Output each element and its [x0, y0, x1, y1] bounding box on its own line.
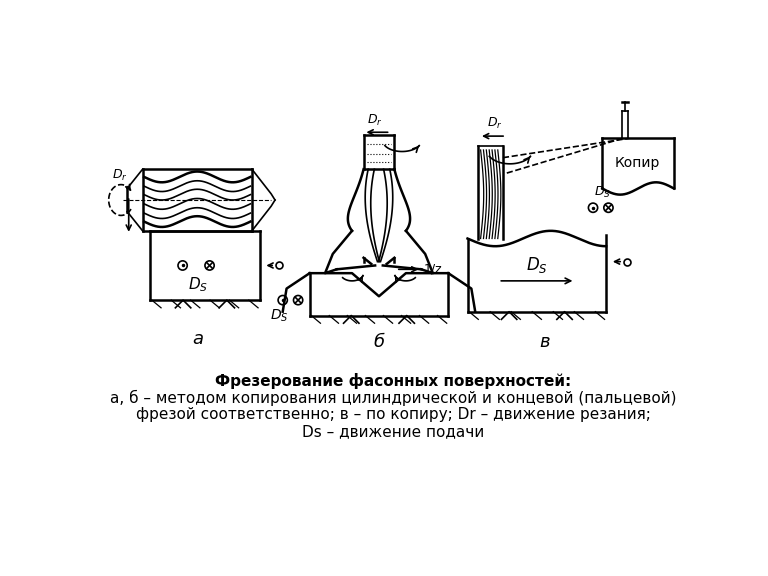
- Text: 1/z: 1/z: [424, 263, 442, 276]
- Text: $D_S$: $D_S$: [526, 256, 548, 275]
- Text: Фрезерование фасонных поверхностей:: Фрезерование фасонных поверхностей:: [216, 373, 571, 389]
- Text: а: а: [193, 329, 204, 348]
- Text: $D_S$: $D_S$: [594, 185, 611, 200]
- Text: фрезой соответственно; в – по копиру; Dr – движение резания;: фрезой соответственно; в – по копиру; Dr…: [136, 407, 651, 422]
- Text: $D_S$: $D_S$: [270, 308, 288, 324]
- Text: $D_r$: $D_r$: [487, 116, 502, 131]
- Text: в: в: [539, 334, 550, 351]
- Text: Копир: Копир: [615, 156, 660, 170]
- Text: а, б – методом копирования цилиндрической и концевой (пальцевой): а, б – методом копирования цилиндрическо…: [111, 390, 677, 406]
- Text: $D_r$: $D_r$: [367, 113, 383, 128]
- Text: б: б: [373, 334, 385, 351]
- Text: $D_r$: $D_r$: [111, 168, 127, 183]
- Text: Ds – движение подачи: Ds – движение подачи: [303, 425, 485, 439]
- Text: $D_S$: $D_S$: [188, 275, 208, 294]
